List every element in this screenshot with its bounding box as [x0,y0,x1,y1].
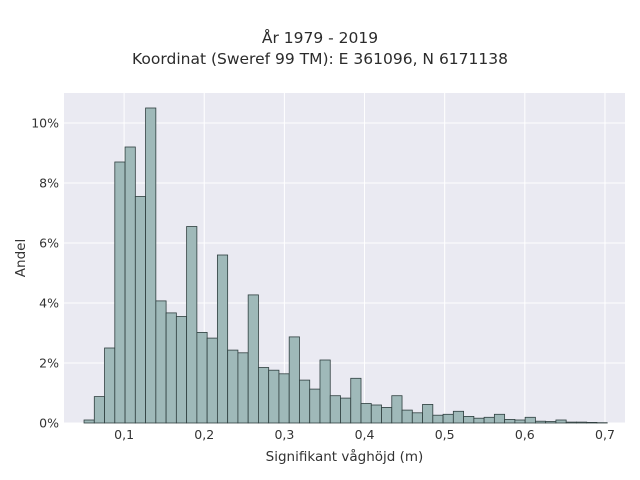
histogram-bar [329,395,341,424]
histogram-bar [473,417,485,424]
histogram-bar [165,312,177,424]
histogram-bar [586,421,598,424]
histogram-bar [360,403,372,424]
x-tick-label: 0,1 [114,427,134,442]
histogram-bar [124,146,136,424]
histogram-bar [104,347,116,424]
histogram-bar [463,415,475,424]
histogram-bar [391,395,403,424]
histogram-bar [186,226,198,424]
histogram-bar [370,404,382,424]
histogram-bar [206,337,218,424]
histogram-bar [452,410,464,424]
histogram-bar [401,409,413,424]
y-axis-label: Andel [13,239,29,277]
x-axis-ticks: 0,1 0,2 0,3 0,4 0,5 0,6 0,7 [114,427,615,442]
histogram-bar [309,388,321,424]
histogram-bar [83,419,95,424]
histogram-bar [196,331,208,424]
y-tick-label: 2% [39,356,59,371]
histogram-bar [227,349,239,424]
histogram-bar [340,397,352,424]
histogram-bar [545,421,557,424]
y-axis-ticks: 0% 2% 4% 6% 8% 10% [31,116,59,431]
x-tick-label: 0,4 [355,427,375,442]
x-tick-label: 0,6 [515,427,535,442]
histogram-bar [535,420,547,424]
histogram-bar [247,294,259,424]
histogram-bar [576,421,588,424]
histogram-bar [381,406,393,424]
histogram-bar [319,359,331,424]
histogram-bar [422,403,434,424]
histogram-bar [555,419,567,424]
x-tick-label: 0,3 [274,427,294,442]
histogram-bar [93,396,105,424]
x-tick-label: 0,7 [595,427,615,442]
y-tick-label: 6% [39,236,59,251]
y-tick-label: 4% [39,296,59,311]
histogram-bar [411,412,423,424]
histogram-bar [237,352,249,424]
y-tick-label: 0% [39,416,59,431]
histogram-bar [493,413,506,424]
histogram-bar [134,196,146,424]
histogram-bar [114,161,126,424]
histogram-bar [350,377,362,424]
chart-title: År 1979 - 2019 [261,29,379,47]
histogram-bar [278,373,290,424]
x-axis-label: Signifikant våghöjd (m) [266,448,424,465]
x-tick-label: 0,2 [194,427,214,442]
histogram-bar [483,416,495,424]
histogram-bar [442,413,454,424]
x-tick-label: 0,5 [435,427,455,442]
histogram-bars [83,107,608,424]
y-tick-label: 8% [39,176,59,191]
histogram-bar [258,367,270,424]
histogram-bar [216,254,229,424]
histogram-bar [175,316,188,424]
histogram-bar [504,418,516,424]
y-tick-label: 10% [31,116,59,131]
histogram-bar [514,419,526,424]
chart-subtitle: Koordinat (Sweref 99 TM): E 361096, N 61… [132,50,508,68]
histogram-bar [145,107,157,424]
histogram-bar [565,421,577,424]
chart-title-block: År 1979 - 2019 Koordinat (Sweref 99 TM):… [0,28,640,70]
histogram-bar [432,414,444,424]
histogram-bar [288,336,300,424]
histogram-bar [524,416,536,424]
histogram-bar [268,369,280,424]
histogram-bar [299,379,311,424]
histogram-bar [155,300,167,424]
